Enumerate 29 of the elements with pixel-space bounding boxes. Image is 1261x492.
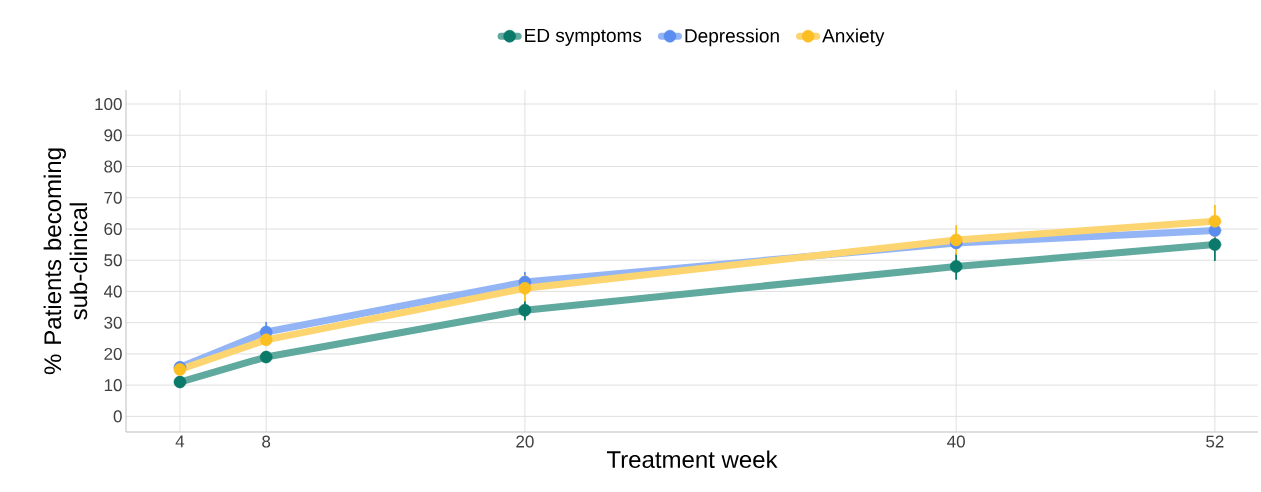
point [518, 303, 532, 317]
y-tick-label: 20 [104, 347, 122, 360]
x-tick-label: 8 [262, 435, 271, 448]
point [1208, 238, 1222, 251]
y-tick-label: 60 [104, 222, 122, 235]
y-tick-label: 80 [104, 160, 122, 173]
point [259, 350, 273, 364]
y-tick-label: 90 [104, 129, 122, 142]
y-axis-title: % Patients becoming sub-clinical [43, 148, 88, 375]
x-tick-label: 40 [947, 435, 965, 448]
y-tick-label: 30 [104, 316, 122, 329]
point [518, 282, 532, 295]
y-tick-label: 100 [95, 98, 122, 111]
y-tick-label: 0 [113, 410, 122, 423]
legend-label: Anxiety [822, 28, 885, 47]
x-tick-label: 52 [1206, 435, 1224, 448]
x-axis-title: Treatment week [606, 450, 778, 469]
y-tick-label: 10 [104, 379, 122, 392]
legend-label: ED symptoms [525, 28, 642, 46]
x-tick-label: 20 [516, 435, 534, 448]
y-tick-label: 70 [104, 191, 122, 204]
legend-label: Depression [685, 28, 779, 47]
x-tick-label: 4 [175, 435, 185, 448]
y-tick-label: 50 [104, 254, 122, 267]
point [1208, 214, 1222, 228]
point [259, 333, 273, 347]
point [173, 375, 187, 389]
y-tick-label: 40 [103, 285, 122, 298]
point [949, 260, 963, 273]
